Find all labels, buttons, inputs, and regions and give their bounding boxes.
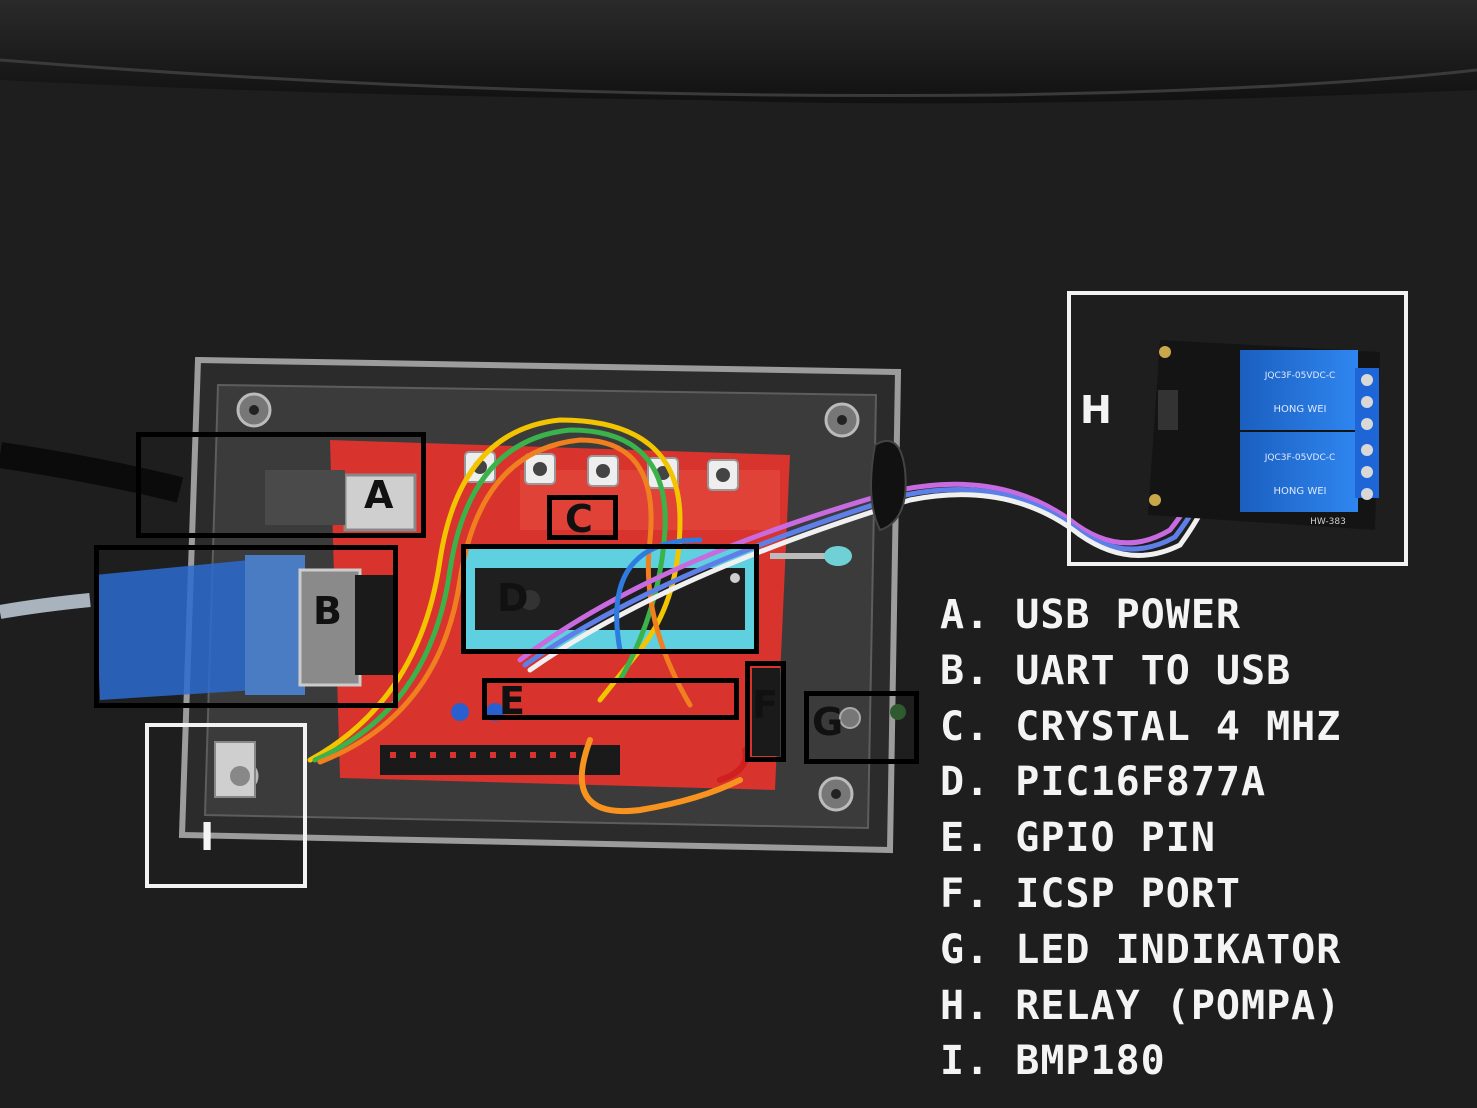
- marker-box-g: [804, 691, 919, 764]
- legend-text: BMP180: [1015, 1038, 1166, 1085]
- legend-item: H. RELAY (POMPA): [940, 979, 1341, 1035]
- marker-box-h: [1067, 291, 1408, 566]
- legend-item: G. LED INDIKATOR: [940, 923, 1341, 979]
- marker-box-e: [482, 678, 739, 720]
- legend-key: F.: [940, 870, 991, 917]
- marker-box-c: [547, 495, 618, 540]
- indicator-led: [839, 707, 861, 729]
- marker-letter-b: B: [313, 589, 342, 633]
- icsp-header: [752, 668, 780, 756]
- legend-key: E.: [940, 815, 991, 862]
- relay-brand-text-2: HONG WEI: [1274, 486, 1327, 497]
- legend-item: F. ICSP PORT: [940, 867, 1341, 923]
- jumper-wires: [307, 417, 1228, 815]
- legend-key: A.: [940, 592, 991, 638]
- serial-cable: [0, 593, 91, 619]
- marker-letter-f: F: [752, 683, 778, 727]
- legend-item: I. BMP180: [940, 1034, 1341, 1090]
- legend-key: B.: [940, 647, 991, 694]
- legend-text: USB POWER: [1015, 592, 1242, 638]
- legend-text: CRYSTAL 4 MHZ: [1015, 703, 1342, 750]
- relay-model-text-2: JQC3F-05VDC-C: [1264, 453, 1336, 463]
- legend-text: LED INDIKATOR: [1015, 926, 1342, 973]
- legend-text: ICSP PORT: [1015, 870, 1242, 917]
- legend-item: C. CRYSTAL 4 MHZ: [940, 700, 1341, 756]
- marker-box-d: [461, 544, 759, 654]
- legend-text: RELAY (POMPA): [1015, 982, 1342, 1029]
- usb-b-port: [343, 473, 417, 532]
- marker-letter-h: H: [1080, 388, 1112, 432]
- marker-box-a: [136, 432, 426, 538]
- legend-text: UART TO USB: [1015, 647, 1292, 694]
- marker-box-f: [745, 661, 786, 762]
- legend-item: B. UART TO USB: [940, 644, 1341, 700]
- legend-item: E. GPIO PIN: [940, 811, 1341, 867]
- legend-text: GPIO PIN: [1015, 815, 1216, 862]
- marker-letter-e: E: [499, 679, 525, 723]
- marker-letter-g: G: [812, 700, 844, 744]
- relay-model-text: JQC3F-05VDC-C: [1264, 371, 1336, 381]
- legend-key: H.: [940, 982, 991, 1029]
- relay-module: JQC3F-05VDC-C HONG WEI JQC3F-05VDC-C HON…: [1148, 340, 1380, 530]
- relay-board-text: HW-383: [1310, 517, 1346, 527]
- marker-letter-i: I: [200, 815, 215, 859]
- legend-key: G.: [940, 926, 991, 973]
- legend-key: I.: [940, 1038, 991, 1085]
- legend-item: A. USB POWER: [940, 588, 1341, 644]
- marker-box-b: [94, 545, 398, 708]
- usb-cable: [0, 442, 184, 503]
- legend-key: D.: [940, 759, 991, 806]
- desk-edge: [0, 0, 1477, 104]
- uart-adapter: [95, 555, 395, 700]
- legend-item: D. PIC16F877A: [940, 755, 1341, 811]
- legend-text: PIC16F877A: [1015, 759, 1267, 806]
- relay-brand-text: HONG WEI: [1274, 404, 1327, 415]
- marker-letter-c: C: [565, 497, 593, 541]
- marker-letter-a: A: [364, 473, 394, 517]
- marker-box-i: [145, 723, 307, 888]
- component-legend: A. USB POWER B. UART TO USB C. CRYSTAL 4…: [940, 588, 1341, 1090]
- legend-key: C.: [940, 703, 991, 750]
- marker-letter-d: D: [497, 576, 529, 620]
